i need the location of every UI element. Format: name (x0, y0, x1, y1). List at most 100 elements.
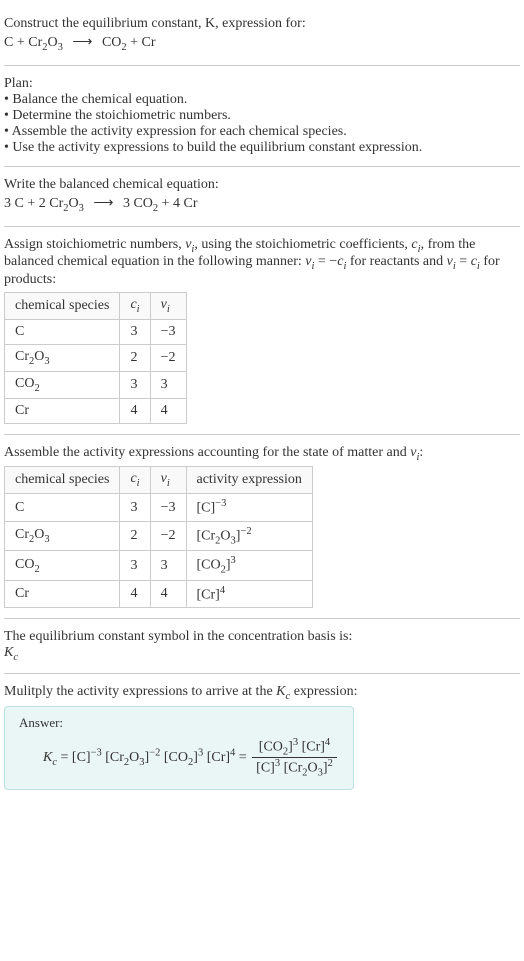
cell-nui: −3 (150, 319, 186, 344)
separator (4, 65, 520, 66)
num-part: [CO (259, 740, 283, 755)
intro-eq-part: O (47, 35, 57, 50)
intro-line1: Construct the equilibrium constant, K, e… (4, 16, 520, 32)
multiply-section: Mulitply the activity expressions to arr… (4, 678, 520, 796)
answer-part: [Cr] (203, 750, 230, 765)
plan-header: Plan: (4, 76, 520, 92)
cell-species: CO2 (5, 371, 120, 398)
table-header-row: chemical species ci νi activity expressi… (5, 467, 313, 494)
activity-part: [C] (197, 501, 216, 516)
cell-ci: 4 (120, 580, 150, 608)
activity-exp: 4 (220, 585, 225, 596)
activity-exp: 3 (231, 555, 236, 566)
table-row: C 3 −3 [C]−3 (5, 494, 313, 522)
i-sub: i (167, 304, 170, 315)
balanced-part: O (68, 196, 78, 211)
activity-table: chemical species ci νi activity expressi… (4, 466, 313, 608)
cell-species: CO2 (5, 551, 120, 580)
intro-eq-part: C + Cr (4, 35, 42, 50)
cell-nui: 3 (150, 371, 186, 398)
cell-nui: −2 (150, 521, 186, 550)
table-row: CO2 3 3 (5, 371, 187, 398)
den-part: [C] (256, 761, 275, 776)
cell-ci: 3 (120, 371, 150, 398)
assign-part: Assign stoichiometric numbers, (4, 237, 185, 252)
num-part: [Cr] (298, 740, 325, 755)
species-sub: 3 (44, 356, 49, 367)
species-sub: 3 (44, 534, 49, 545)
answer-equation: Kc = [C]−3 [Cr2O3]−2 [CO2]3 [Cr]4 = [CO2… (19, 737, 339, 779)
multiply-text: Mulitply the activity expressions to arr… (4, 684, 520, 702)
col-species: chemical species (5, 293, 120, 320)
symbol-section: The equilibrium constant symbol in the c… (4, 623, 520, 669)
answer-box: Answer: Kc = [C]−3 [Cr2O3]−2 [CO2]3 [Cr]… (4, 706, 354, 790)
species-part: CO (15, 557, 34, 572)
answer-part: [Cr (102, 750, 124, 765)
cell-ci: 2 (120, 344, 150, 371)
species-sub: 2 (34, 383, 39, 394)
assemble-part: Assemble the activity expressions accoun… (4, 445, 410, 460)
answer-exp: −2 (149, 748, 160, 759)
multiply-part: expression: (290, 684, 357, 699)
col-ci: ci (120, 293, 150, 320)
cell-species: Cr2O3 (5, 521, 120, 550)
assign-part: = (456, 254, 471, 269)
arrow-icon: ⟶ (93, 195, 113, 212)
activity-part: O (220, 528, 230, 543)
cell-nui: 4 (150, 398, 186, 423)
assign-text: Assign stoichiometric numbers, νi, using… (4, 237, 520, 289)
cell-species: C (5, 494, 120, 522)
cell-activity: [C]−3 (186, 494, 312, 522)
cell-species: C (5, 319, 120, 344)
cell-ci: 3 (120, 494, 150, 522)
plan-bullet: • Balance the chemical equation. (4, 92, 520, 108)
plan-bullet: • Assemble the activity expression for e… (4, 124, 520, 140)
intro-section: Construct the equilibrium constant, K, e… (4, 8, 520, 61)
answer-exp: −3 (91, 748, 102, 759)
balanced-part: 3 CO (123, 196, 153, 211)
species-part: Cr (15, 527, 29, 542)
balanced-equation: 3 C + 2 Cr2O3 ⟶ 3 CO2 + 4 Cr (4, 195, 520, 214)
arrow-icon: ⟶ (72, 34, 92, 51)
cell-activity: [Cr2O3]−2 (186, 521, 312, 550)
cell-ci: 3 (120, 551, 150, 580)
balanced-sub: 3 (79, 203, 84, 214)
activity-part: [Cr] (197, 587, 220, 602)
cell-nui: 4 (150, 580, 186, 608)
separator (4, 618, 520, 619)
species-part: O (34, 527, 44, 542)
answer-fraction: [CO2]3 [Cr]4 [C]3 [Cr2O3]2 (252, 737, 337, 779)
answer-part: O (129, 750, 139, 765)
k-symbol: K (4, 645, 13, 660)
table-row: C 3 −3 (5, 319, 187, 344)
col-ci: ci (120, 467, 150, 494)
species-part: CO (15, 376, 34, 391)
assemble-part: : (419, 445, 423, 460)
cell-nui: −2 (150, 344, 186, 371)
table-row: Cr2O3 2 −2 (5, 344, 187, 371)
table-row: Cr 4 4 [Cr]4 (5, 580, 313, 608)
answer-part: [CO (160, 750, 188, 765)
assemble-section: Assemble the activity expressions accoun… (4, 439, 520, 615)
table-row: CO2 3 3 [CO2]3 (5, 551, 313, 580)
plan-section: Plan: • Balance the chemical equation. •… (4, 70, 520, 162)
symbol-text: The equilibrium constant symbol in the c… (4, 629, 520, 645)
separator (4, 434, 520, 435)
col-activity: activity expression (186, 467, 312, 494)
activity-exp: −2 (240, 526, 251, 537)
balanced-section: Write the balanced chemical equation: 3 … (4, 171, 520, 222)
cell-species: Cr2O3 (5, 344, 120, 371)
num-exp: 4 (325, 737, 330, 748)
assign-part: for reactants and (346, 254, 446, 269)
i-sub: i (137, 478, 140, 489)
cell-ci: 3 (120, 319, 150, 344)
assign-part: , using the stoichiometric coefficients, (194, 237, 411, 252)
activity-part: [Cr (197, 528, 216, 543)
intro-eq-part: + Cr (127, 35, 156, 50)
plan-bullet: • Use the activity expressions to build … (4, 140, 520, 156)
table-header-row: chemical species ci νi (5, 293, 187, 320)
fraction-numerator: [CO2]3 [Cr]4 (252, 737, 337, 758)
cell-activity: [CO2]3 (186, 551, 312, 580)
table-row: Cr 4 4 (5, 398, 187, 423)
cell-nui: −3 (150, 494, 186, 522)
